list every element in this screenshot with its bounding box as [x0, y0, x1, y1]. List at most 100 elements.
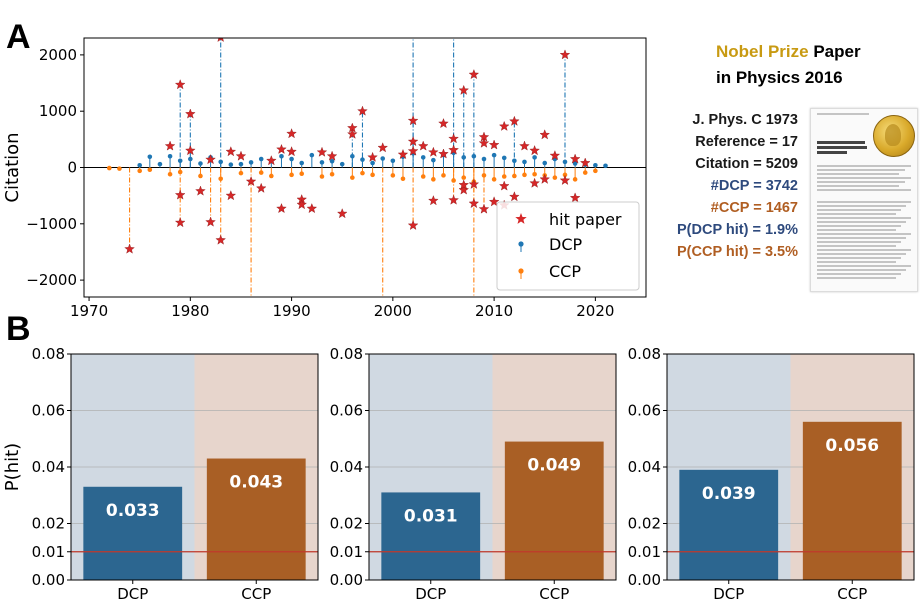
- hit-paper-star: [217, 38, 224, 42]
- dcp-point: [137, 162, 142, 168]
- bar-chart-2: 0.00 0.01 0.02 0.04 0.06 0.08 0.031 DCP 0.049 CCP: [330, 345, 617, 603]
- legend-hit-marker: [515, 213, 527, 224]
- hit-paper-star: [529, 177, 540, 188]
- y-tick-label: 0: [67, 159, 77, 177]
- hit-paper-star: [124, 243, 135, 254]
- paper-text-line: [817, 177, 911, 179]
- ccp-point: [593, 168, 598, 174]
- hit-paper-star: [174, 217, 186, 228]
- paper-text-line: [817, 169, 905, 171]
- legend-ccp-marker: [518, 268, 524, 274]
- ccp-point: [461, 175, 467, 180]
- dcp-bar: [83, 486, 183, 580]
- dcp-point: [289, 156, 294, 162]
- hit-paper-star: [235, 150, 247, 161]
- bar-value-label: 0.056: [825, 436, 879, 456]
- ccp-point: [289, 172, 294, 178]
- y-tick-label: 2000: [39, 46, 77, 64]
- hit-paper-star: [529, 145, 540, 156]
- hit-paper-star: [488, 196, 500, 207]
- ccp-point: [350, 175, 355, 180]
- legend-label: DCP: [549, 235, 582, 254]
- ccp-point: [562, 172, 568, 178]
- hit-paper-star: [569, 153, 581, 164]
- ccp-point: [167, 171, 173, 177]
- legend-label: hit paper: [549, 210, 622, 229]
- bar-value-label: 0.031: [404, 506, 458, 526]
- hit-paper-star: [549, 150, 561, 161]
- hit-paper-star: [205, 154, 216, 165]
- y-tick-label: 1000: [39, 102, 77, 120]
- hit-paper-star: [498, 180, 510, 191]
- dcp-point: [481, 156, 487, 162]
- hit-paper-star: [225, 146, 237, 157]
- x-tick-label: DCP: [713, 585, 744, 603]
- paper-text-line: [817, 113, 869, 115]
- ccp-point: [107, 165, 112, 171]
- bar-chart-3: 0.00 0.01 0.02 0.04 0.06 0.08 0.039 DCP 0.056 CCP: [628, 345, 915, 603]
- x-tick-label: CCP: [241, 585, 271, 603]
- ccp-point: [512, 173, 517, 179]
- info-title: Nobel Prize Paper: [716, 42, 861, 62]
- y-axis-label: Citation: [2, 132, 23, 202]
- hit-paper-star: [306, 203, 318, 214]
- phit-bar-charts: 0.00 0.01 0.02 0.04 0.06 0.08 0.033 DCP 0.043 CCP…: [2, 345, 915, 603]
- paper-text-line: [817, 165, 911, 167]
- nobel-medal-icon: [873, 115, 915, 157]
- ccp-point: [329, 171, 335, 177]
- info-line: P(CCP hit) = 3.5%: [677, 244, 798, 260]
- y-tick-label: −1000: [26, 215, 77, 233]
- legend: hit paper DCP CCP: [496, 201, 640, 291]
- ccp-point: [299, 171, 305, 176]
- ccp-point: [177, 169, 183, 175]
- hit-paper-star: [205, 216, 216, 227]
- nobel-paper-info: Nobel Prize Paper in Physics 2016 J. Phy…: [624, 40, 918, 302]
- ccp-point: [532, 171, 537, 177]
- paper-text-line: [817, 201, 911, 203]
- dcp-point: [258, 156, 264, 162]
- dcp-point: [279, 153, 284, 159]
- dcp-point: [157, 161, 163, 167]
- paper-text-line: [817, 189, 911, 191]
- dcp-point: [228, 162, 234, 167]
- ccp-point: [319, 174, 325, 179]
- paper-text-line: [817, 141, 865, 144]
- hit-paper-star: [498, 120, 510, 131]
- ccp-point: [501, 174, 507, 179]
- hit-paper-star: [488, 139, 500, 150]
- paper-text-line: [817, 209, 901, 211]
- paper-text-line: [817, 265, 911, 267]
- dcp-point: [177, 158, 183, 164]
- hit-paper-star: [164, 140, 176, 151]
- hit-paper-star: [569, 192, 581, 203]
- hit-paper-star: [407, 136, 419, 147]
- hit-paper-star: [286, 128, 297, 139]
- hit-paper-star: [347, 128, 358, 139]
- ccp-point: [390, 173, 396, 178]
- bar-chart-1: 0.00 0.01 0.02 0.04 0.06 0.08 0.033 DCP 0.043 CCP…: [2, 345, 319, 603]
- y-tick-label: 0.00: [628, 571, 661, 589]
- paper-text-line: [817, 229, 896, 231]
- bar-value-label: 0.039: [702, 484, 756, 504]
- dcp-point: [572, 161, 578, 166]
- paper-text-line: [817, 261, 896, 263]
- ccp-bar: [802, 421, 902, 580]
- y-tick-label: −2000: [26, 271, 77, 289]
- y-tick-label: 0.01: [628, 543, 661, 561]
- hit-paper-star: [539, 173, 551, 184]
- legend-dcp-marker: [518, 241, 524, 247]
- ccp-bar: [206, 458, 306, 580]
- hit-paper-star: [448, 133, 459, 144]
- y-tick-label: 0.04: [32, 458, 65, 476]
- y-tick-label: 0.00: [32, 571, 65, 589]
- paper-text-line: [817, 245, 896, 247]
- dcp-point: [319, 160, 325, 165]
- dcp-point: [593, 162, 598, 168]
- x-tick-label: 1990: [272, 302, 310, 320]
- info-line: #DCP = 3742: [710, 178, 798, 194]
- panel-b-letter: B: [6, 310, 31, 348]
- y-tick-label: 0.01: [32, 543, 65, 561]
- dcp-point: [420, 155, 426, 160]
- dcp-point: [390, 158, 396, 164]
- dcp-point: [501, 155, 507, 161]
